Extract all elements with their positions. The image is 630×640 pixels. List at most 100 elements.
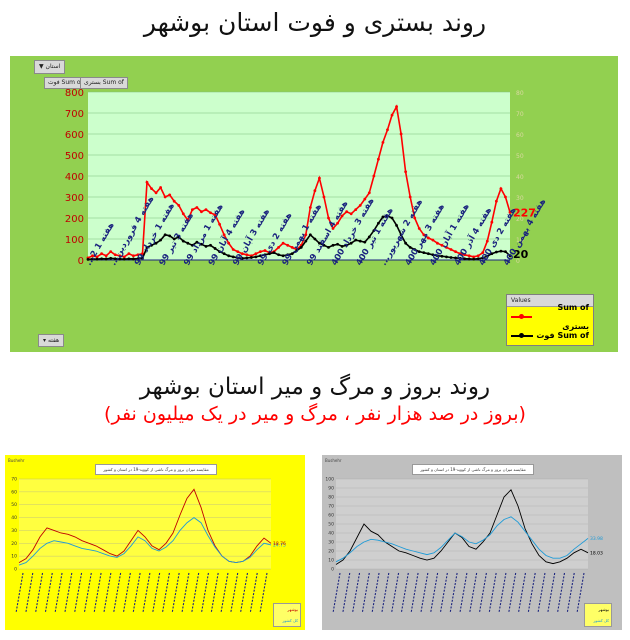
data-point-hospital	[259, 250, 262, 254]
series-line-death	[87, 215, 511, 261]
mini-x-tick-mark	[332, 572, 341, 614]
filter-label: استان	[45, 63, 61, 70]
mini-y-tick-label: 40	[328, 531, 334, 537]
data-point-hospital	[386, 128, 389, 132]
data-point-death	[349, 241, 353, 245]
data-point-hospital	[490, 220, 494, 224]
mini-left-legend-1: بوشهر	[287, 607, 298, 612]
data-point-hospital	[172, 199, 176, 203]
data-point-death	[390, 216, 394, 220]
mini-y-tick-label: 70	[328, 504, 334, 510]
section2-subtitle: (بروز در صد هزار نفر ، مرگ و میر در یک م…	[104, 403, 526, 425]
legend-item-death[interactable]: Sum of فوت	[507, 326, 593, 345]
data-point-hospital	[186, 218, 190, 222]
data-point-death	[318, 241, 321, 245]
data-point-hospital	[336, 221, 339, 225]
data-point-death	[295, 249, 299, 252]
mini-x-tick-mark	[459, 572, 468, 614]
data-point-hospital	[390, 113, 394, 117]
page-title: روند بستری و فوت استان بوشهر	[143, 8, 487, 37]
data-point-hospital	[467, 254, 471, 258]
legend-swatch-black-icon	[511, 332, 533, 338]
data-point-hospital	[494, 199, 498, 203]
province-filter-button[interactable]: استان ▼	[34, 60, 66, 74]
y-right-tick-label: 40	[516, 174, 524, 181]
dropdown-arrow-icon: ▾	[43, 337, 47, 344]
data-point-hospital	[358, 204, 362, 207]
data-point-hospital	[499, 187, 503, 191]
data-point-death	[377, 221, 380, 225]
data-point-hospital	[131, 254, 135, 258]
data-point-hospital	[377, 157, 380, 161]
end-value-label-hospital: 227	[513, 206, 536, 219]
data-point-death	[454, 256, 457, 260]
mini-x-tick-mark	[576, 572, 585, 614]
sum-hospital-field-tag[interactable]: Sum of بستری	[80, 77, 128, 89]
data-point-hospital	[449, 248, 453, 251]
data-point-hospital	[399, 132, 403, 136]
y-right-tick-label: 10	[516, 237, 524, 244]
data-point-death	[504, 250, 507, 254]
series-line-hospital	[87, 104, 511, 259]
mini-x-tick-mark	[181, 572, 190, 614]
mini-x-tick-mark	[230, 572, 239, 614]
data-point-death	[236, 256, 240, 260]
y-tick-label: 0	[78, 256, 84, 267]
data-point-hospital	[159, 186, 163, 189]
mini-right-title: مقایسه میزان بروز و مرگ ناشی از کووید-19…	[412, 464, 534, 475]
y-tick-label: 100	[65, 235, 84, 246]
data-point-hospital	[204, 208, 208, 212]
data-point-death	[472, 257, 476, 261]
data-point-death	[104, 257, 108, 261]
mini-x-tick-mark	[210, 572, 219, 614]
data-point-hospital	[254, 252, 258, 256]
data-point-hospital	[95, 255, 99, 259]
data-point-hospital	[281, 241, 285, 245]
y-tick-label: 700	[65, 109, 84, 120]
data-point-death	[463, 257, 467, 261]
mini-x-tick-mark	[83, 572, 92, 614]
mini-x-tick-mark	[420, 572, 429, 614]
data-point-hospital	[104, 254, 108, 258]
mini-y-tick-label: 10	[328, 558, 334, 564]
data-point-hospital	[195, 206, 199, 209]
mini-x-tick-mark	[371, 572, 380, 614]
data-point-hospital	[318, 176, 321, 180]
mini-left-legend: بوشهر کل کشور	[273, 603, 301, 627]
data-point-death	[363, 240, 367, 244]
data-point-death	[345, 243, 349, 247]
data-point-death	[445, 255, 448, 259]
data-point-hospital	[395, 105, 398, 109]
data-point-hospital	[286, 243, 290, 247]
y-tick-label: 300	[65, 193, 84, 204]
mini-x-tick-mark	[351, 572, 361, 614]
data-point-death	[372, 229, 376, 233]
legend-label-death: Sum of فوت	[536, 331, 589, 340]
data-point-death	[331, 243, 335, 247]
data-point-hospital	[145, 180, 149, 184]
sum-death-field-tag[interactable]: Sum of فوت	[44, 77, 87, 89]
mini-left-corner-label: Bushehr	[8, 458, 25, 463]
mini-right-corner-label: Bushehr	[325, 458, 342, 463]
mini-y-tick-label: 100	[325, 477, 334, 483]
mini-x-tick-mark	[566, 572, 575, 614]
mini-y-tick-label: 30	[11, 528, 17, 534]
week-axis-field-button[interactable]: هفته ▾	[38, 334, 65, 347]
y-right-tick-label: 30	[516, 195, 524, 202]
data-point-hospital	[127, 252, 131, 256]
mini-y-tick-label: 60	[11, 489, 17, 495]
data-point-hospital	[150, 187, 153, 191]
data-point-death	[268, 252, 271, 256]
main-chart-legend: Values Sum of بستری Sum of فوت	[506, 294, 594, 346]
mini-right-legend-1: بوشهر	[598, 607, 609, 612]
data-point-death	[481, 256, 485, 260]
mini-x-tick-mark	[122, 572, 131, 614]
mini-y-tick-label: 20	[11, 541, 17, 547]
mini-x-tick-mark	[142, 572, 151, 614]
mini-left-legend-2: کل کشور	[282, 618, 298, 623]
data-point-death	[122, 257, 126, 261]
data-point-hospital	[136, 253, 140, 257]
legend-item-hospital[interactable]: Sum of بستری	[507, 303, 593, 331]
data-point-death	[249, 256, 253, 259]
